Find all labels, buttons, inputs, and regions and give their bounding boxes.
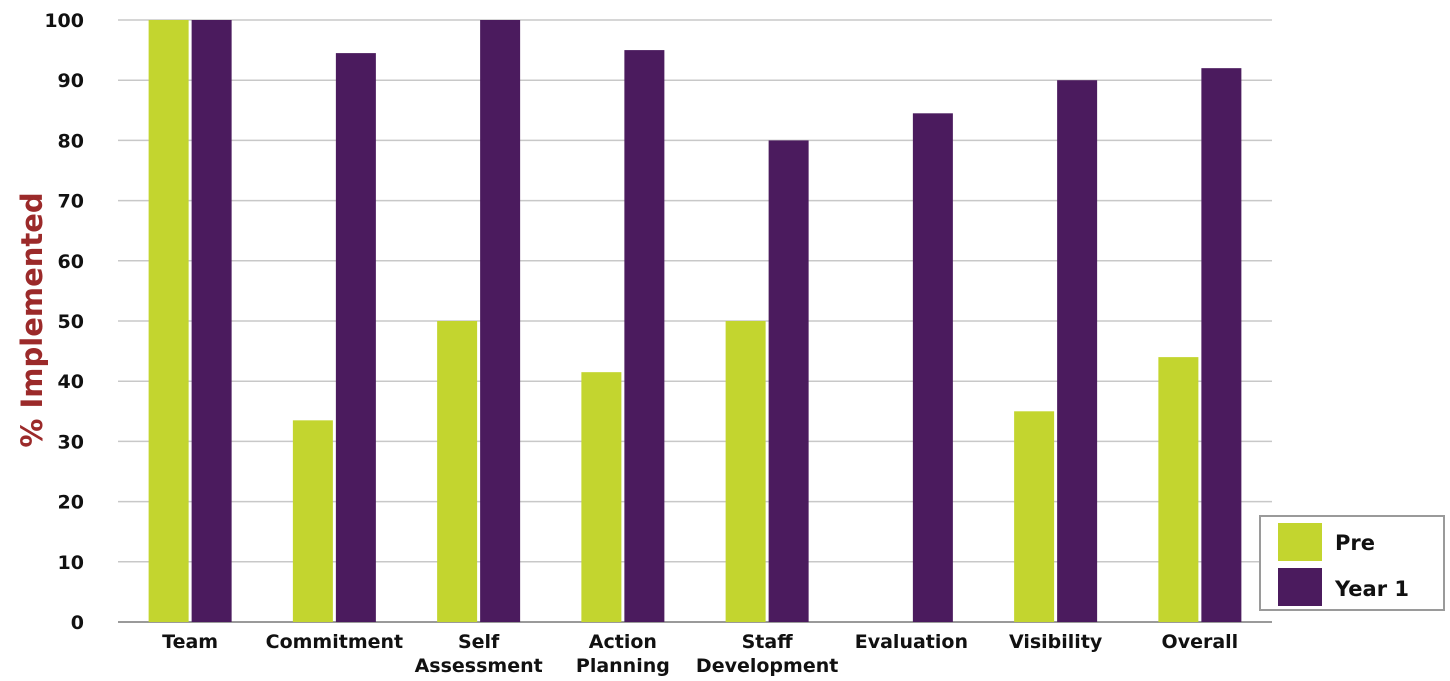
y-tick-label: 30 [58, 431, 84, 453]
legend-swatch-year-1 [1278, 568, 1322, 606]
legend-label-year-1: Year 1 [1334, 577, 1409, 601]
bar-pre [1014, 411, 1055, 622]
y-axis-label: % Implemented [15, 192, 49, 447]
bar-year-1 [912, 113, 953, 622]
bar-pre [148, 20, 189, 622]
y-tick-label: 40 [58, 371, 84, 393]
y-tick-label: 100 [44, 10, 84, 32]
bar-pre [292, 420, 333, 622]
legend-swatch-pre [1278, 523, 1322, 561]
y-tick-label: 20 [58, 492, 84, 514]
x-category-label: Team [162, 631, 218, 653]
x-category-label: Visibility [1009, 631, 1103, 653]
y-tick-label: 10 [58, 552, 84, 574]
y-tick-label: 80 [58, 130, 84, 152]
y-tick-label: 70 [58, 191, 84, 213]
x-axis-categories: Team Commitment Self Assessment Action Planni… [162, 631, 1238, 677]
y-axis-ticks: 0 10 20 30 40 50 60 70 80 90 100 [44, 10, 84, 634]
legend-label-pre: Pre [1335, 531, 1375, 555]
x-category-label: Action Planning [576, 631, 670, 677]
y-tick-label: 90 [58, 70, 84, 92]
y-tick-label: 60 [58, 251, 84, 273]
bar-pre [437, 321, 478, 622]
bar-pre [1158, 357, 1199, 622]
bar-year-1 [480, 20, 521, 622]
x-category-label: Staff Development [696, 631, 838, 677]
y-tick-label: 0 [71, 612, 84, 634]
bar-year-1 [191, 20, 232, 622]
bars [148, 20, 1242, 623]
x-category-label: Evaluation [855, 631, 968, 653]
gridlines [118, 19, 1272, 623]
bar-year-1 [624, 50, 665, 623]
bar-year-1 [1201, 68, 1242, 622]
x-category-label: Self Assessment [415, 631, 543, 677]
x-category-label: Overall [1162, 631, 1239, 653]
bar-year-1 [335, 53, 376, 623]
legend: Pre Year 1 [1259, 515, 1445, 611]
x-category-label: Commitment [266, 631, 403, 653]
bar-year-1 [1057, 80, 1098, 622]
y-tick-label: 50 [58, 311, 84, 333]
bar-pre [581, 372, 622, 622]
bar-pre [725, 321, 766, 622]
bar-year-1 [768, 140, 809, 622]
